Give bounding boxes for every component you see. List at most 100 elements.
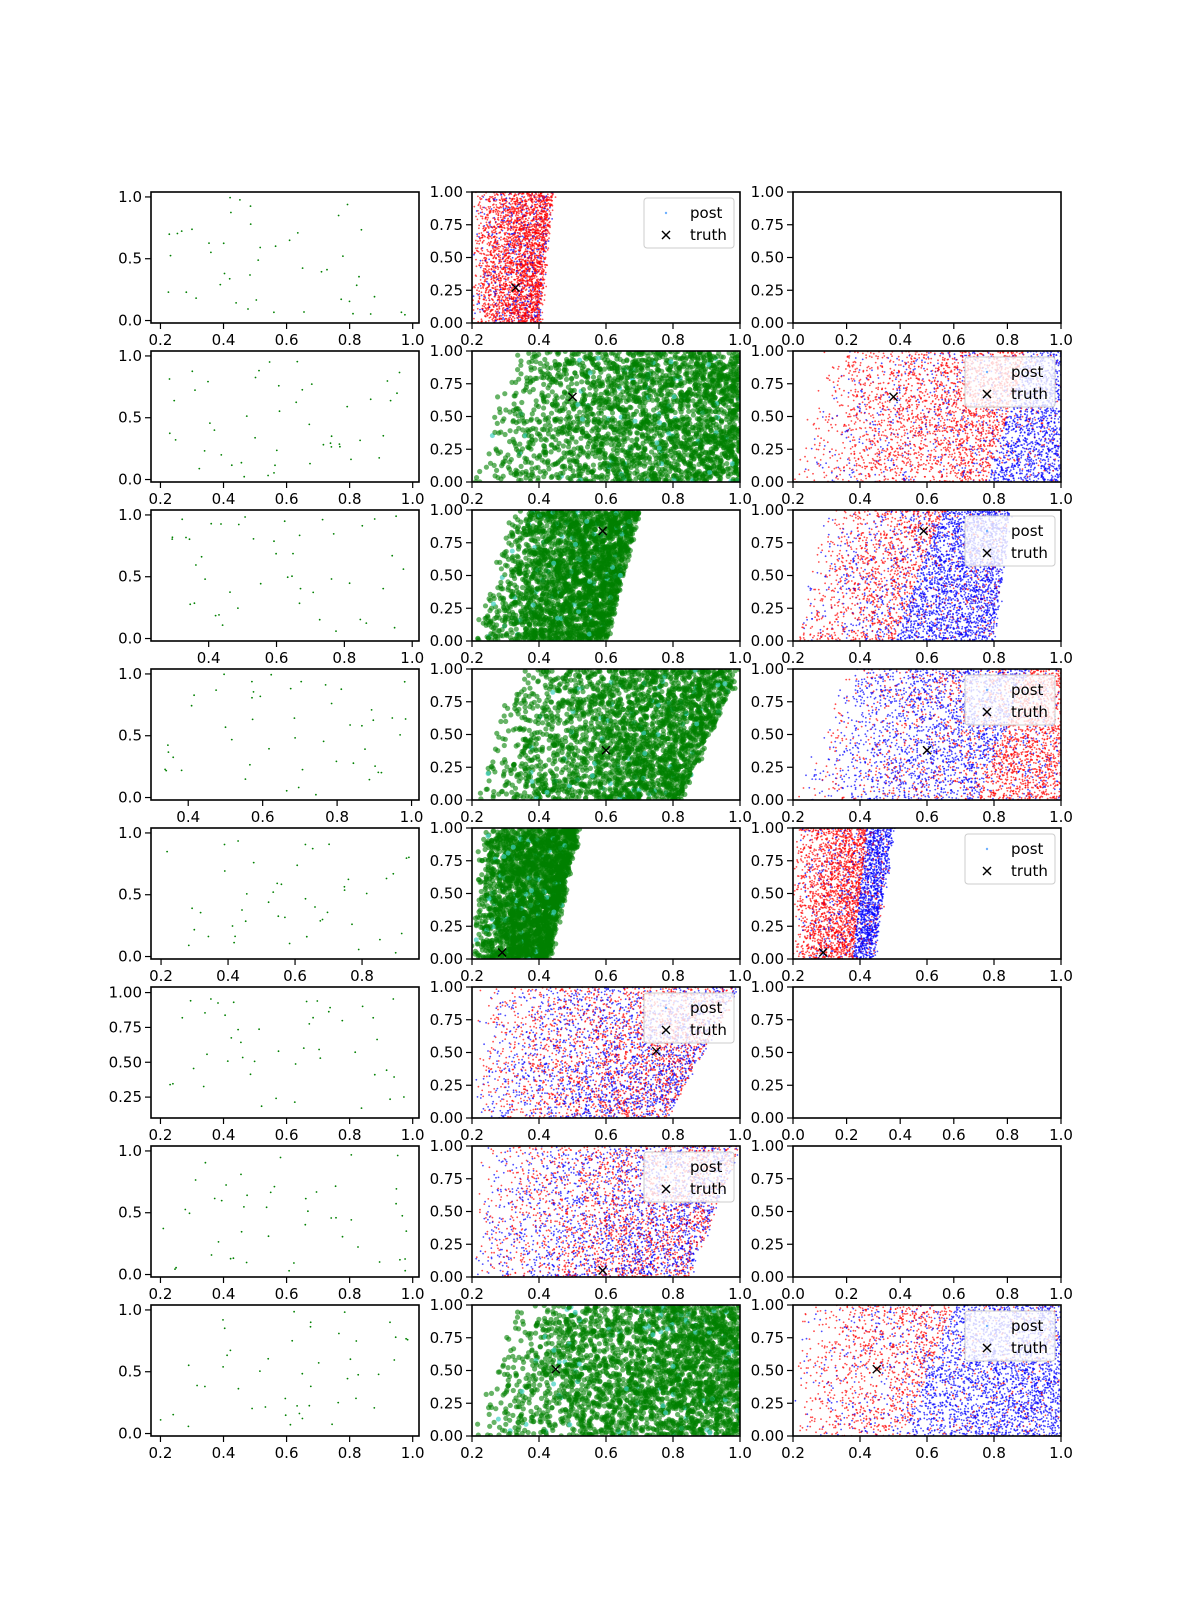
data-point xyxy=(491,287,494,289)
data-point xyxy=(536,317,539,319)
data-point xyxy=(489,220,492,223)
data-point xyxy=(259,246,262,249)
data-point xyxy=(530,275,533,278)
data-point xyxy=(515,253,518,256)
data-point xyxy=(508,296,511,299)
data-point xyxy=(504,280,507,283)
data-point xyxy=(519,301,521,304)
data-point xyxy=(487,270,489,272)
data-point xyxy=(507,225,510,227)
data-point xyxy=(520,274,522,277)
data-point xyxy=(508,252,511,255)
x-tick-label: 1.0 xyxy=(401,331,425,349)
data-point xyxy=(534,226,536,229)
y-tick-label: 0.5 xyxy=(118,409,142,427)
data-point xyxy=(536,206,539,209)
data-point xyxy=(502,282,505,285)
data-point xyxy=(529,199,532,202)
y-tick-label: 1.00 xyxy=(751,183,784,201)
data-point xyxy=(488,244,491,247)
data-point xyxy=(511,288,513,290)
data-point xyxy=(508,284,511,287)
data-point xyxy=(488,221,490,224)
x-tick-label: 0.4 xyxy=(888,331,912,349)
data-point xyxy=(493,315,495,318)
data-point xyxy=(518,240,521,243)
data-point xyxy=(533,235,536,238)
data-point xyxy=(523,233,526,236)
data-point xyxy=(517,216,520,219)
data-point xyxy=(544,199,547,202)
data-point xyxy=(500,203,502,206)
data-point xyxy=(476,292,478,295)
data-point xyxy=(491,246,494,248)
data-point xyxy=(548,365,554,371)
data-point xyxy=(511,202,514,205)
y-tick-label: 1.0 xyxy=(118,347,142,365)
data-point xyxy=(498,199,501,201)
data-point xyxy=(481,215,484,218)
data-point xyxy=(503,250,506,252)
data-point xyxy=(498,258,501,261)
data-point xyxy=(249,205,252,208)
data-point xyxy=(541,291,544,294)
data-point xyxy=(526,315,529,318)
data-point xyxy=(476,247,479,250)
data-point xyxy=(545,216,547,219)
data-point xyxy=(540,302,543,305)
data-point xyxy=(690,412,697,418)
data-point xyxy=(320,270,323,273)
data-point xyxy=(543,220,545,223)
data-point xyxy=(530,225,533,228)
data-point xyxy=(490,276,493,278)
data-point xyxy=(490,237,493,240)
data-point xyxy=(520,293,522,296)
data-point xyxy=(480,282,483,284)
data-point xyxy=(485,289,487,292)
data-point xyxy=(506,235,508,238)
data-point xyxy=(523,315,526,318)
data-point xyxy=(629,437,635,443)
x-tick-label: 0.4 xyxy=(212,490,236,508)
data-point xyxy=(508,246,511,248)
data-point xyxy=(529,197,532,200)
data-point xyxy=(483,271,485,274)
data-point xyxy=(496,285,498,288)
data-point xyxy=(508,267,511,270)
data-point xyxy=(476,218,479,221)
data-point xyxy=(516,211,518,214)
data-point xyxy=(545,226,547,229)
data-point xyxy=(526,304,528,307)
data-point xyxy=(597,455,603,461)
data-point xyxy=(510,246,513,249)
data-point xyxy=(510,264,512,266)
data-point xyxy=(475,258,477,261)
data-point xyxy=(254,436,256,439)
data-point xyxy=(514,210,516,213)
data-point xyxy=(526,252,529,255)
data-point xyxy=(537,245,539,248)
data-point xyxy=(478,283,480,285)
data-point xyxy=(533,247,536,250)
data-point xyxy=(539,314,542,317)
data-point xyxy=(510,419,516,425)
data-point xyxy=(543,236,545,239)
data-point xyxy=(485,216,487,219)
data-point xyxy=(546,230,549,233)
data-point xyxy=(530,196,533,198)
data-point xyxy=(535,229,538,231)
data-point xyxy=(563,376,570,382)
data-point xyxy=(482,262,484,265)
data-point xyxy=(509,222,511,225)
data-point xyxy=(546,193,549,196)
data-point xyxy=(176,232,179,235)
data-point xyxy=(526,319,528,322)
data-point xyxy=(339,445,341,448)
data-point xyxy=(529,264,532,266)
data-point xyxy=(549,389,555,395)
data-point xyxy=(542,278,544,280)
data-point xyxy=(479,205,482,207)
data-point xyxy=(507,206,510,209)
data-point xyxy=(526,266,529,269)
data-point xyxy=(490,261,493,263)
